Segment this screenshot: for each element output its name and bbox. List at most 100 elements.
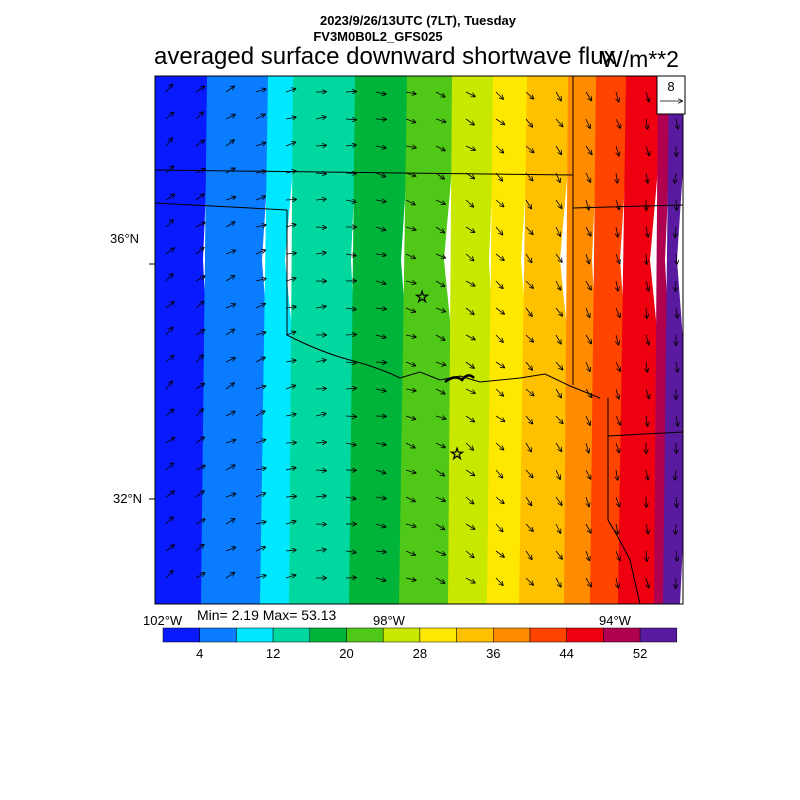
wind-arrow bbox=[195, 491, 204, 498]
wind-arrow bbox=[345, 200, 356, 202]
wind-arrow bbox=[225, 115, 235, 120]
wind-arrow bbox=[195, 519, 205, 525]
wind-arrow bbox=[255, 89, 266, 92]
wind-arrow bbox=[375, 551, 386, 552]
wind-arrow bbox=[465, 199, 473, 207]
colorbar-swatch-10 bbox=[493, 627, 531, 643]
wind-arrow bbox=[675, 280, 676, 291]
wind-arrow bbox=[375, 389, 386, 391]
wind-arrow bbox=[255, 493, 265, 498]
wind-arrow bbox=[255, 411, 265, 417]
wind-arrow bbox=[285, 386, 295, 390]
wind-arrow bbox=[375, 362, 386, 363]
wind-arrow bbox=[646, 91, 649, 102]
wind-arrow bbox=[646, 172, 648, 183]
wind-arrow bbox=[585, 226, 591, 236]
colorbar-swatch-7 bbox=[382, 627, 421, 643]
wind-arrow bbox=[585, 253, 589, 264]
wind-arrow bbox=[405, 118, 415, 122]
wind-arrow bbox=[435, 253, 445, 258]
wind-arrow bbox=[315, 414, 326, 416]
wind-arrow bbox=[195, 276, 205, 282]
wind-arrow bbox=[225, 465, 235, 471]
wind-arrow bbox=[405, 361, 415, 366]
wind-arrow bbox=[315, 227, 326, 228]
wind-arrow bbox=[255, 547, 265, 552]
wind-arrow bbox=[225, 329, 234, 336]
wind-arrow bbox=[465, 415, 474, 422]
wind-arrow bbox=[616, 577, 618, 588]
wind-arrow bbox=[405, 389, 416, 391]
colorbar-swatch-6 bbox=[346, 627, 384, 643]
wind-arrow bbox=[465, 550, 474, 557]
wind-arrow bbox=[555, 91, 561, 101]
wind-arrow bbox=[525, 415, 532, 424]
colorbar-tick-label: 20 bbox=[339, 646, 353, 661]
colorbar-tick-label: 4 bbox=[196, 646, 203, 661]
wind-arrow bbox=[255, 250, 265, 255]
wind-arrow bbox=[585, 550, 589, 560]
wind-arrow bbox=[165, 438, 174, 444]
wind-arrow bbox=[585, 415, 590, 425]
wind-arrow bbox=[345, 551, 356, 553]
wind-arrow bbox=[465, 91, 475, 97]
wind-arrow bbox=[405, 335, 416, 337]
wind-arrow bbox=[345, 91, 356, 92]
wind-arrow bbox=[405, 199, 415, 205]
wind-arrow bbox=[375, 281, 386, 284]
wind-arrow bbox=[585, 172, 590, 182]
wind-arrow bbox=[285, 332, 296, 336]
wind-arrow bbox=[555, 469, 560, 479]
wind-vectors bbox=[165, 84, 678, 588]
wind-arrow bbox=[525, 442, 531, 452]
wind-arrow bbox=[285, 550, 296, 551]
field-band-1 bbox=[155, 76, 211, 604]
wind-arrow bbox=[255, 575, 266, 578]
wind-arrow bbox=[465, 523, 475, 529]
wind-arrow bbox=[555, 388, 561, 398]
wind-arrow bbox=[165, 194, 174, 201]
wind-arrow bbox=[615, 199, 619, 209]
missouri-arkansas-border bbox=[572, 204, 683, 209]
wind-arrow bbox=[195, 112, 203, 120]
wind-arrow bbox=[435, 334, 445, 340]
wind-arrow bbox=[165, 491, 174, 498]
wind-arrow bbox=[345, 308, 356, 309]
wind-arrow bbox=[435, 442, 445, 447]
wind-arrow bbox=[165, 112, 174, 120]
wind-arrow bbox=[195, 409, 203, 417]
wind-arrow bbox=[285, 199, 296, 200]
wind-arrow bbox=[255, 114, 265, 120]
wind-arrow bbox=[465, 442, 473, 450]
wind-arrow bbox=[495, 253, 504, 260]
wind-arrow bbox=[525, 172, 533, 181]
wind-arrow bbox=[195, 384, 204, 390]
wind-arrow bbox=[646, 226, 648, 237]
wind-arrow bbox=[675, 469, 676, 480]
wind-arrow bbox=[285, 575, 296, 578]
wind-arrow bbox=[616, 91, 619, 102]
wind-arrow bbox=[435, 226, 444, 233]
colorbar-tick-label: 12 bbox=[266, 646, 280, 661]
wind-arrow bbox=[676, 361, 678, 372]
min-max-stats: Min= 2.19 Max= 53.13 bbox=[197, 607, 337, 623]
units-label: W/m**2 bbox=[601, 46, 679, 72]
wind-arrow bbox=[675, 226, 676, 237]
vector-reference-box: 8 bbox=[656, 75, 686, 115]
wind-arrow bbox=[495, 226, 503, 235]
wind-arrow bbox=[375, 146, 386, 148]
wind-arrow bbox=[465, 253, 474, 261]
wind-arrow bbox=[315, 496, 326, 497]
wind-arrow bbox=[285, 225, 296, 228]
wind-arrow bbox=[255, 225, 266, 227]
wind-arrow bbox=[405, 550, 415, 555]
wind-arrow bbox=[555, 118, 563, 127]
wind-arrow bbox=[435, 469, 444, 476]
wind-arrow bbox=[165, 138, 172, 147]
wind-arrow bbox=[646, 415, 648, 426]
wind-arrow bbox=[495, 550, 504, 557]
colorbar-swatch-9 bbox=[456, 627, 494, 643]
wind-arrow bbox=[495, 361, 504, 368]
wind-arrow bbox=[315, 389, 326, 390]
wind-arrow bbox=[225, 412, 235, 417]
